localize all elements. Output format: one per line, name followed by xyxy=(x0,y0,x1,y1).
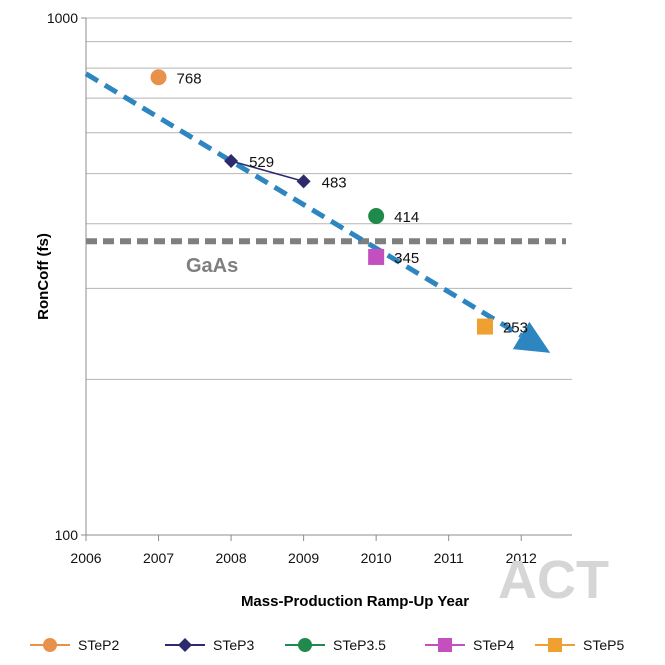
gaas-reference: GaAs xyxy=(86,238,566,277)
legend: STeP2 STeP3 STeP3.5 STeP4 STeP5 xyxy=(30,637,624,653)
data-label-483: 483 xyxy=(322,174,347,191)
trend-line xyxy=(84,71,523,338)
data-label-768: 768 xyxy=(177,70,202,87)
legend-marker-step4 xyxy=(438,638,452,652)
watermark: ACT xyxy=(498,550,609,610)
x-tick-label-2011: 2011 xyxy=(434,550,464,566)
gaas-label: GaAs xyxy=(186,255,238,277)
y-tick-label-100: 100 xyxy=(55,527,79,543)
x-axis-title: Mass-Production Ramp-Up Year xyxy=(241,593,469,610)
legend-label-step5: STeP5 xyxy=(583,637,624,653)
data-label-253: 253 xyxy=(503,320,528,337)
data-label-529: 529 xyxy=(249,154,274,171)
legend-label-step4: STeP4 xyxy=(473,637,514,653)
legend-label-step2: STeP2 xyxy=(78,637,119,653)
x-tick-label-2010: 2010 xyxy=(361,550,392,566)
data-label-414: 414 xyxy=(394,209,419,226)
trend-arrow xyxy=(84,71,551,353)
x-tick-label-2009: 2009 xyxy=(288,550,319,566)
marker-step4-0 xyxy=(368,248,385,265)
marker-step2-0 xyxy=(150,69,167,86)
data-labels: 768 529 483 414 345 253 xyxy=(177,70,528,336)
data-label-345: 345 xyxy=(394,250,419,267)
marker-step3-0 xyxy=(224,153,239,168)
legend-label-step3: STeP3 xyxy=(213,637,254,653)
grid-lines xyxy=(86,17,572,380)
legend-marker-step3 xyxy=(178,638,192,652)
legend-label-step3-5: STeP3.5 xyxy=(333,637,386,653)
marker-step3-5-0 xyxy=(368,208,385,225)
axes: 2006 2007 2008 2009 2010 2011 2012 100 1000 xyxy=(47,10,572,566)
y-tick-label-1000: 1000 xyxy=(47,10,78,26)
x-tick-label-2006: 2006 xyxy=(70,550,101,566)
x-tick-label-2007: 2007 xyxy=(143,550,174,566)
series-line-step3 xyxy=(230,160,304,183)
axis-titles: Mass-Production Ramp-Up Year RonCoff (fs) xyxy=(35,233,469,610)
data-series xyxy=(150,69,493,335)
legend-marker-step2 xyxy=(43,638,57,652)
marker-step3-1 xyxy=(296,174,311,189)
marker-step5-0 xyxy=(476,318,493,335)
legend-marker-step5 xyxy=(548,638,562,652)
watermark-text: ACT xyxy=(498,550,609,610)
legend-marker-step3-5 xyxy=(298,638,312,652)
y-axis-title: RonCoff (fs) xyxy=(35,233,52,320)
x-tick-label-2012: 2012 xyxy=(506,550,537,566)
x-tick-label-2008: 2008 xyxy=(215,550,246,566)
trend-arrowhead xyxy=(512,321,551,353)
